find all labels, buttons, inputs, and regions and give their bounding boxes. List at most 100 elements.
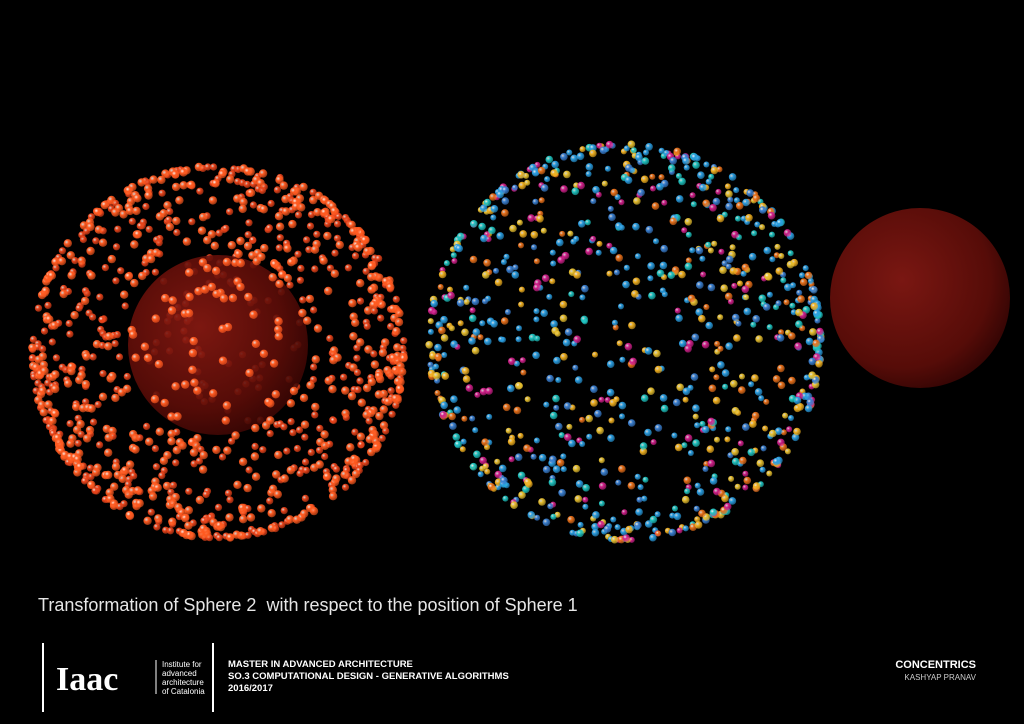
particle (649, 515, 658, 524)
particle (77, 371, 86, 380)
particle (599, 146, 608, 155)
particle (106, 494, 115, 503)
particle (533, 316, 540, 323)
particle (360, 235, 369, 245)
particle (264, 397, 273, 407)
particle (34, 379, 42, 387)
particle (778, 329, 785, 336)
particle (51, 370, 60, 379)
particle (450, 395, 458, 404)
particle (694, 521, 703, 529)
particle (96, 293, 104, 301)
particle (259, 349, 269, 358)
particle (653, 238, 659, 245)
particle (286, 466, 295, 475)
particle (738, 386, 746, 394)
particle (725, 190, 733, 198)
particle (249, 236, 257, 244)
particle (243, 241, 253, 251)
particle (538, 498, 546, 506)
particle (198, 465, 208, 474)
particle (447, 286, 453, 293)
particle (551, 327, 559, 335)
particle (179, 168, 188, 177)
particle (486, 413, 493, 420)
particle (654, 365, 663, 374)
particle (567, 230, 574, 237)
particle (676, 527, 683, 534)
particle (598, 457, 605, 464)
particle (137, 178, 146, 187)
particle (468, 314, 477, 323)
particle (39, 408, 48, 417)
particle (378, 348, 388, 357)
particle (534, 514, 541, 521)
particle (684, 434, 693, 442)
particle (89, 418, 98, 426)
particle (797, 295, 805, 303)
particle (311, 402, 320, 412)
particle (579, 441, 586, 447)
particle (531, 168, 540, 177)
particle (804, 271, 813, 280)
particle (576, 152, 585, 161)
particle (560, 466, 567, 473)
particle (713, 487, 721, 496)
particle (570, 154, 578, 163)
particle (742, 198, 750, 207)
particle (527, 511, 536, 519)
particle (793, 427, 801, 436)
particle (546, 374, 554, 383)
particle (349, 227, 358, 236)
particle (714, 340, 721, 347)
particle (158, 189, 166, 197)
particle (309, 195, 318, 205)
particle (518, 301, 525, 308)
particle (470, 220, 478, 228)
particle (364, 345, 373, 354)
particle (774, 243, 781, 250)
particle (351, 469, 361, 479)
particle (351, 428, 359, 436)
particle (87, 404, 96, 413)
particle (816, 327, 824, 336)
particle (533, 308, 540, 315)
particle (734, 483, 741, 490)
particle (167, 306, 177, 315)
particle (145, 437, 154, 446)
particle (365, 435, 374, 444)
particle (233, 480, 242, 489)
particle (347, 220, 356, 229)
particle (683, 164, 690, 171)
particle (509, 224, 517, 233)
particle (86, 246, 95, 256)
particle (194, 287, 203, 296)
particle (552, 465, 561, 474)
particle (438, 270, 447, 279)
particle (538, 453, 547, 462)
particle (550, 513, 557, 520)
particle (759, 466, 766, 473)
particle (806, 398, 814, 406)
particle (640, 394, 649, 403)
particle (157, 175, 166, 185)
particle (590, 198, 597, 205)
particle (493, 267, 499, 274)
particle (383, 397, 393, 406)
particle (551, 160, 559, 169)
particle (601, 180, 608, 187)
particle (287, 258, 296, 267)
particle (211, 266, 221, 275)
particle (133, 486, 142, 495)
particle (315, 446, 324, 454)
particle (123, 372, 131, 381)
particle (507, 384, 515, 393)
particle (158, 472, 166, 480)
particle (479, 456, 487, 465)
particle (58, 247, 66, 255)
particle (381, 277, 391, 286)
particle (485, 387, 493, 395)
particle (66, 330, 74, 338)
particle (210, 163, 218, 171)
particle (356, 297, 365, 305)
